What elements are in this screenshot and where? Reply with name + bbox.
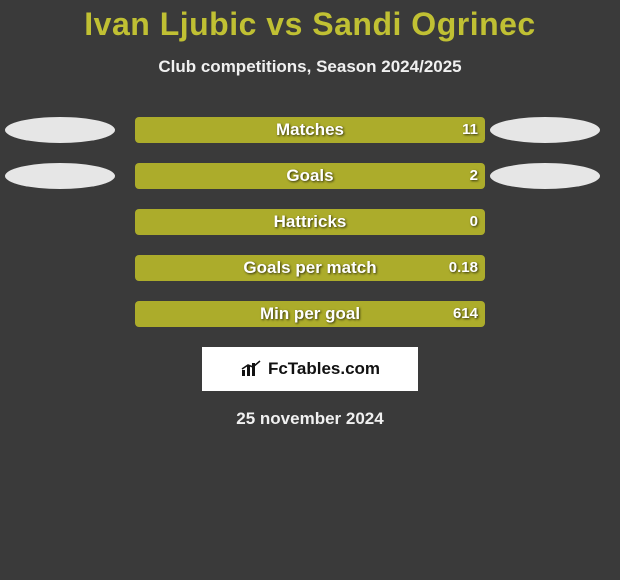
- stat-bar: [135, 209, 485, 235]
- stat-row: Hattricks0: [0, 209, 620, 235]
- stat-row: Min per goal614: [0, 301, 620, 327]
- logo-box: FcTables.com: [202, 347, 418, 391]
- comparison-chart: Matches11 Goals2 Hattricks0 Goals per match…: [0, 117, 620, 327]
- chart-icon: [240, 360, 262, 378]
- stat-row: Matches11: [0, 117, 620, 143]
- page-title: Ivan Ljubic vs Sandi Ogrinec: [0, 0, 620, 43]
- generation-date: 25 november 2024: [0, 409, 620, 429]
- player-right-marker: [490, 163, 600, 189]
- stat-bar: [135, 117, 485, 143]
- subtitle: Club competitions, Season 2024/2025: [0, 57, 620, 77]
- player-left-marker: [5, 117, 115, 143]
- player-right-marker: [490, 117, 600, 143]
- player-left-marker: [5, 163, 115, 189]
- stat-bar: [135, 301, 485, 327]
- stat-bar: [135, 255, 485, 281]
- stat-row: Goals per match0.18: [0, 255, 620, 281]
- logo-text: FcTables.com: [268, 359, 380, 379]
- stat-bar: [135, 163, 485, 189]
- stat-row: Goals2: [0, 163, 620, 189]
